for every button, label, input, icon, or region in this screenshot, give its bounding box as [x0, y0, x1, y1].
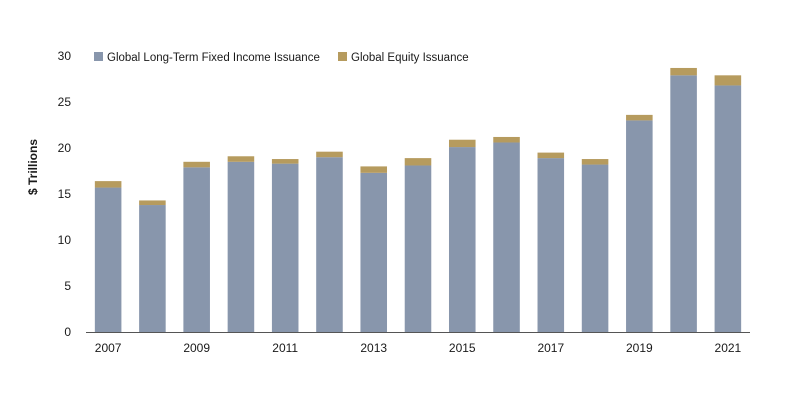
bar-equity-2011 [271, 159, 299, 164]
bar-equity-2017 [537, 152, 565, 159]
x-tick-label-2019: 2019 [626, 341, 653, 355]
x-tick-label-2011: 2011 [272, 341, 298, 355]
bars-group [94, 67, 742, 333]
bar-fixed-income-2012 [316, 157, 343, 332]
y-tick-label-15: 15 [58, 187, 72, 201]
bar-fixed-income-2009 [183, 167, 210, 332]
bar-fixed-income-2016 [493, 142, 520, 332]
y-tick-label-25: 25 [58, 95, 72, 109]
x-tick-label-2017: 2017 [537, 341, 564, 355]
bar-equity-2008 [139, 200, 166, 206]
bar-equity-2018 [581, 159, 609, 165]
bar-fixed-income-2019 [626, 120, 653, 333]
y-tick-label-20: 20 [58, 141, 72, 155]
bar-equity-2014 [404, 158, 432, 166]
bar-fixed-income-2010 [227, 161, 255, 332]
bar-equity-2013 [360, 166, 388, 173]
bar-fixed-income-2011 [271, 163, 299, 332]
x-tick-label-2015: 2015 [449, 341, 476, 355]
bar-fixed-income-2017 [537, 158, 565, 332]
x-axis-ticks: 2007 2009 2011 2013 2015 2017 2019 2021 [95, 341, 742, 355]
x-tick-label-2013: 2013 [360, 341, 387, 355]
y-axis-ticks: 0 5 10 15 20 25 30 [58, 49, 72, 339]
bar-equity-2012 [316, 151, 343, 158]
y-tick-label-0: 0 [64, 325, 71, 339]
bar-equity-2019 [626, 114, 653, 121]
bar-equity-2009 [183, 161, 210, 168]
bar-fixed-income-2008 [139, 205, 166, 332]
bar-fixed-income-2014 [404, 165, 432, 332]
y-tick-label-10: 10 [58, 233, 72, 247]
y-tick-label-30: 30 [58, 49, 72, 63]
y-tick-label-5: 5 [64, 279, 71, 293]
legend-swatch-equity [338, 52, 347, 61]
legend: Global Long-Term Fixed Income Issuance G… [94, 52, 469, 64]
bar-equity-2015 [448, 139, 476, 148]
bar-equity-2021 [714, 75, 742, 86]
bar-fixed-income-2013 [360, 172, 388, 332]
x-tick-label-2009: 2009 [183, 341, 210, 355]
legend-label-equity: Global Equity Issuance [351, 52, 469, 64]
y-axis-title: $ Trillions [26, 139, 40, 195]
bar-equity-2016 [493, 136, 520, 143]
bar-equity-2010 [227, 156, 255, 162]
bar-fixed-income-2007 [94, 187, 122, 332]
x-tick-label-2007: 2007 [95, 341, 122, 355]
legend-label-fixed-income: Global Long-Term Fixed Income Issuance [107, 52, 320, 64]
bar-equity-2007 [94, 181, 122, 188]
bar-fixed-income-2018 [581, 164, 609, 332]
bar-fixed-income-2015 [448, 147, 476, 332]
bar-fixed-income-2020 [670, 75, 697, 332]
legend-swatch-fixed-income [94, 52, 103, 61]
bar-equity-2020 [670, 67, 697, 76]
x-tick-label-2021: 2021 [715, 341, 742, 355]
bar-fixed-income-2021 [714, 85, 742, 332]
